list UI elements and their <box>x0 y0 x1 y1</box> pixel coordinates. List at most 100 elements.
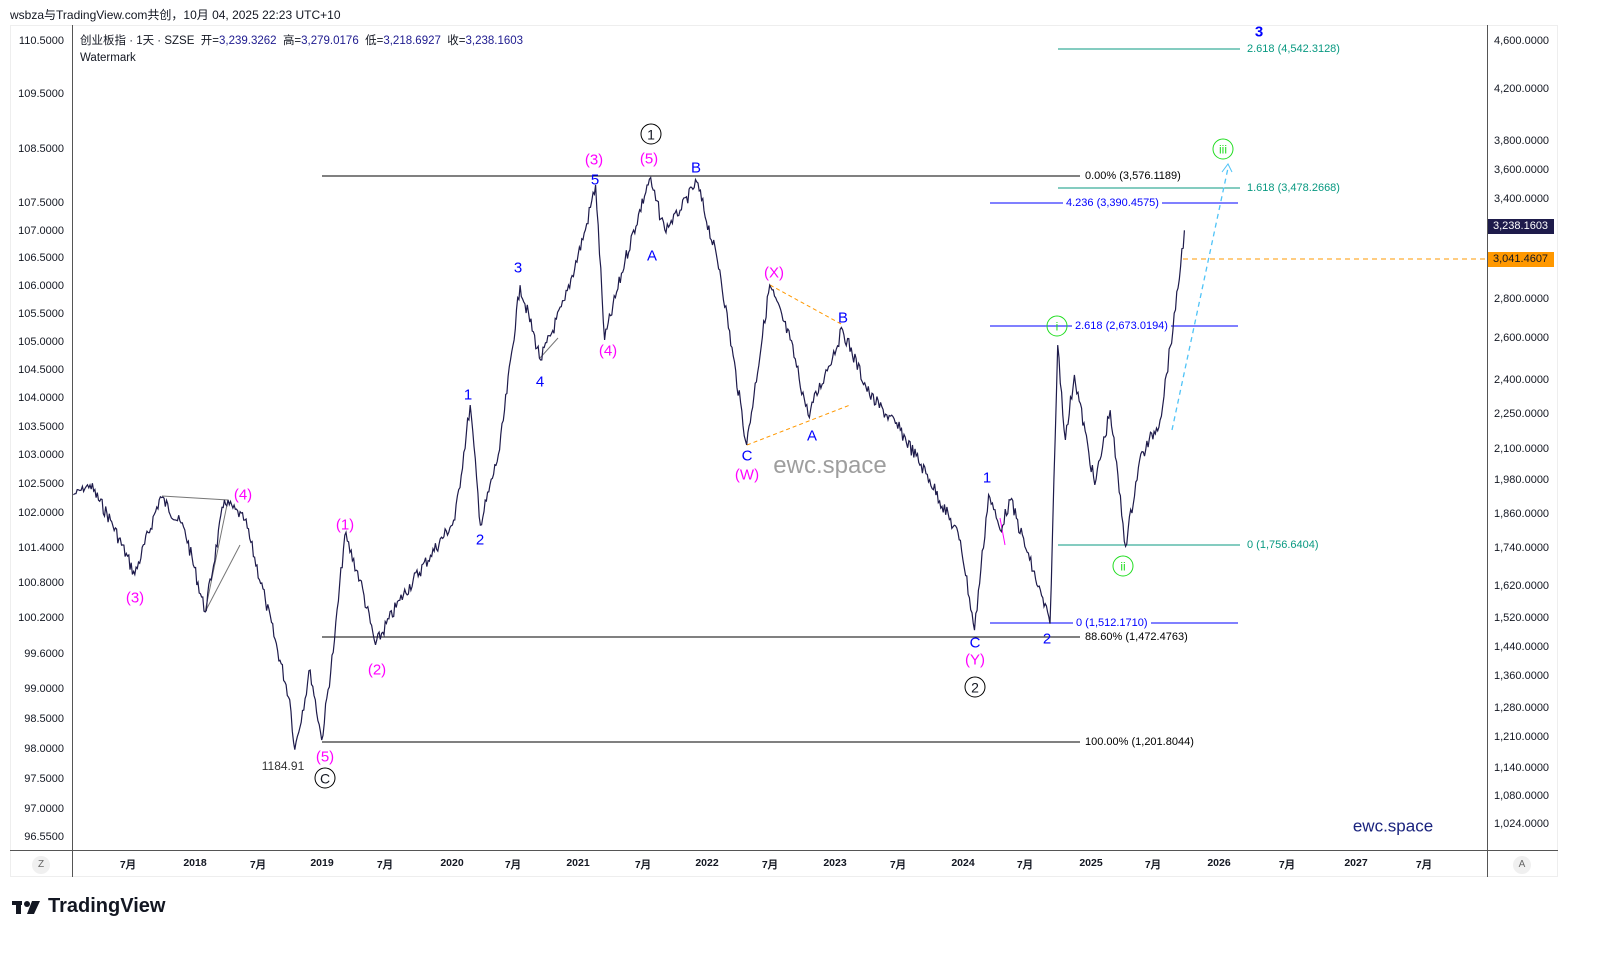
left-axis-label: 97.0000 <box>24 803 64 815</box>
wave-label-circled-iii[interactable]: iii <box>1212 138 1234 160</box>
wave-label[interactable]: (1) <box>335 516 355 534</box>
wave-label[interactable]: (Y) <box>965 651 985 669</box>
wave-label[interactable]: B <box>690 159 702 177</box>
trend-line[interactable] <box>539 337 559 359</box>
right-axis-label: 1,740.0000 <box>1494 542 1550 554</box>
high-label: 高= <box>282 35 302 47</box>
last-price-tag: 3,238.1603 <box>1488 219 1554 234</box>
projection-arrow[interactable] <box>1171 167 1229 431</box>
time-axis-label: 2026 <box>1207 857 1231 869</box>
symbol-name[interactable]: 创业板指 · 1天 · SZSE <box>80 35 195 47</box>
time-axis-label: 2022 <box>695 857 719 869</box>
watermark-indicator[interactable]: Watermark <box>80 52 136 64</box>
time-axis-label: 7月 <box>1415 859 1433 871</box>
wave-label[interactable]: 3 <box>513 259 523 277</box>
wave-label[interactable]: (5) <box>315 748 335 766</box>
right-axis-label: 1,080.0000 <box>1494 790 1550 802</box>
wave-label[interactable]: A <box>646 247 658 265</box>
right-axis-label: 3,400.0000 <box>1494 193 1550 205</box>
wave-label-circled-i[interactable]: i <box>1046 315 1068 337</box>
time-axis-label: 2023 <box>823 857 847 869</box>
wave-label[interactable]: (3) <box>125 589 145 607</box>
time-axis-label: 7月 <box>249 859 267 871</box>
log-scale-left-button[interactable]: Z <box>32 856 50 874</box>
fib-label: 4.236 (3,390.4575) <box>1063 197 1162 209</box>
time-axis-label: 2024 <box>951 857 975 869</box>
wave-label-circled-2[interactable]: 2 <box>964 676 986 698</box>
left-axis-label: 104.0000 <box>18 392 64 404</box>
chart-caption: wsbza与TradingView.com共创，10月 04, 2025 22:… <box>10 8 341 22</box>
time-axis-label: 7月 <box>1144 859 1162 871</box>
wave-label[interactable]: 5 <box>590 171 600 189</box>
left-axis-label: 108.5000 <box>18 143 64 155</box>
wave-label[interactable]: (4) <box>233 486 253 504</box>
left-axis-label: 107.5000 <box>18 197 64 209</box>
left-axis-label: 103.5000 <box>18 421 64 433</box>
auto-scale-button[interactable]: A <box>1513 856 1531 874</box>
center-watermark: ewc.space <box>773 452 887 479</box>
tradingview-logo[interactable]: TradingView <box>12 895 165 918</box>
right-axis-label: 1,620.0000 <box>1494 580 1550 592</box>
wave-label[interactable]: 1 <box>463 386 473 404</box>
wave-label[interactable]: 1 <box>982 469 992 487</box>
left-axis-label: 98.5000 <box>24 713 64 725</box>
chart-frame <box>10 25 1558 877</box>
left-axis-label: 97.5000 <box>24 773 64 785</box>
wave-label[interactable]: B <box>837 309 849 327</box>
wave-label[interactable]: C <box>741 447 753 465</box>
triangle-drawing[interactable] <box>161 495 229 613</box>
right-axis-label: 2,100.0000 <box>1494 443 1550 455</box>
fib-label: 0 (1,756.6404) <box>1244 539 1322 551</box>
left-axis-label: 107.0000 <box>18 225 64 237</box>
wave-label[interactable]: (W) <box>734 466 760 484</box>
time-axis-label: 2027 <box>1344 857 1368 869</box>
trend-line[interactable] <box>999 517 1006 546</box>
price-line <box>73 176 1185 750</box>
wave-label[interactable]: 3 <box>1254 23 1264 41</box>
fib-label: 88.60% (1,472.4763) <box>1082 631 1191 643</box>
right-axis-label: 1,980.0000 <box>1494 474 1550 486</box>
fib-label: 0 (1,512.1710) <box>1073 617 1151 629</box>
right-axis-label: 2,400.0000 <box>1494 374 1550 386</box>
wave-label[interactable]: (5) <box>639 150 659 168</box>
right-axis-label: 4,600.0000 <box>1494 35 1550 47</box>
left-axis-label: 102.0000 <box>18 507 64 519</box>
right-axis-label: 2,250.0000 <box>1494 408 1550 420</box>
low-label: 低= <box>365 35 384 47</box>
corner-watermark: ewc.space <box>1352 816 1434 836</box>
time-axis-label: 2019 <box>310 857 334 869</box>
triangle-upper-line[interactable] <box>769 284 844 326</box>
triangle-lower-line[interactable] <box>746 404 851 446</box>
wave-label[interactable]: C <box>969 634 981 652</box>
wave-label-circled-1[interactable]: 1 <box>640 123 662 145</box>
left-axis-label: 100.8000 <box>18 577 64 589</box>
symbol-legend: 创业板指 · 1天 · SZSE 开=3,239.3262 高=3,279.01… <box>80 33 523 67</box>
time-axis-label: 7月 <box>634 859 652 871</box>
wave-label-circled-c[interactable]: C <box>314 767 336 789</box>
time-axis-label: 7月 <box>1016 859 1034 871</box>
wave-label[interactable]: (4) <box>598 342 618 360</box>
trend-line[interactable] <box>204 544 241 613</box>
left-axis-label: 96.5500 <box>24 831 64 843</box>
right-axis-label: 1,860.0000 <box>1494 508 1550 520</box>
left-axis-label: 103.0000 <box>18 449 64 461</box>
wave-label[interactable]: 4 <box>535 373 545 391</box>
wave-label-circled-ii[interactable]: ii <box>1112 555 1134 577</box>
wave-label[interactable]: (X) <box>764 264 784 282</box>
wave-label[interactable]: A <box>806 427 818 445</box>
fib-black-lines <box>322 175 1080 743</box>
left-axis-label: 104.5000 <box>18 364 64 376</box>
wave-label[interactable]: 2 <box>475 531 485 549</box>
left-axis-label: 102.5000 <box>18 478 64 490</box>
left-axis-label: 99.0000 <box>24 683 64 695</box>
wave-label[interactable]: 2 <box>1042 630 1052 648</box>
fib-label: 1.618 (3,478.2668) <box>1244 182 1343 194</box>
fib-label: 0.00% (3,576.1189) <box>1082 170 1184 182</box>
fib-label: 2.618 (2,673.0194) <box>1072 320 1171 332</box>
right-axis-label: 1,140.0000 <box>1494 762 1550 774</box>
right-axis-label: 1,520.0000 <box>1494 612 1550 624</box>
wave-label[interactable]: (3) <box>584 151 604 169</box>
time-axis-divider <box>10 850 1558 851</box>
wave-label[interactable]: (2) <box>367 661 387 679</box>
